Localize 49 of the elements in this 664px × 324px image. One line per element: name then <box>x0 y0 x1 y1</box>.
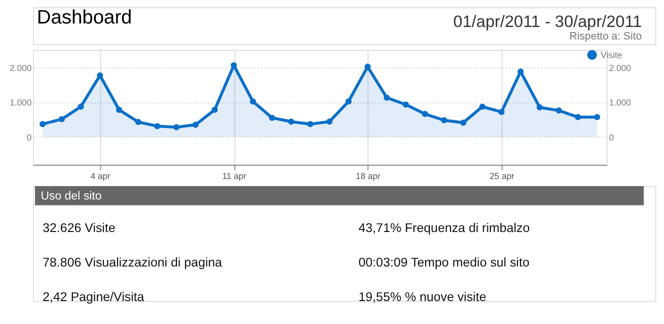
point <box>268 114 276 121</box>
point <box>58 116 65 122</box>
point <box>556 107 562 114</box>
point <box>78 104 84 110</box>
x-tick-label: 11 apr <box>222 170 246 181</box>
point <box>460 120 466 126</box>
point <box>402 102 409 108</box>
text: 19,55% % nuove visite <box>358 290 486 304</box>
point <box>345 98 352 105</box>
point <box>422 110 428 118</box>
text: Rispetto a: Sito <box>569 30 642 43</box>
point <box>173 124 180 130</box>
point <box>212 106 218 113</box>
point <box>479 104 486 110</box>
point <box>498 108 505 115</box>
text: 32.626 Visite <box>42 221 116 236</box>
point <box>307 120 314 128</box>
point <box>288 118 294 125</box>
point <box>384 94 390 101</box>
y-tick-label: 1.000 <box>10 98 32 108</box>
point <box>135 118 142 126</box>
y2-tick-label: 0 <box>609 132 614 142</box>
y2-tick-label: 1.000 <box>609 98 632 108</box>
text: 00:03:09 Tempo medio sul sito <box>358 255 530 270</box>
point <box>364 64 371 70</box>
x-tick-label: 18 apr <box>356 170 381 181</box>
chart-subtitle: 01/apr/2011 - 30/apr/2011 <box>453 12 642 31</box>
point <box>154 123 160 130</box>
x-tick-label: 25 apr <box>490 170 514 181</box>
point <box>326 118 332 125</box>
legend-label: Visite <box>600 50 622 60</box>
text: 43,71% Frequenza di rimbalzo <box>358 221 530 236</box>
text: 78.806 Visualizzazioni di pagina <box>42 255 224 270</box>
point <box>536 104 543 110</box>
text: Uso del sito <box>40 190 102 203</box>
point <box>574 114 582 120</box>
point <box>594 114 600 120</box>
y-tick-label: 0 <box>26 132 32 142</box>
x-tick-label: 4 apr <box>90 170 110 181</box>
chart-title: Dashboard <box>36 6 132 29</box>
point <box>116 106 122 113</box>
point <box>192 122 199 128</box>
point <box>96 72 104 78</box>
point <box>40 120 46 128</box>
y2-tick-label: 2.000 <box>609 62 632 73</box>
text: 2,42 Pagine/Visita <box>42 290 146 304</box>
y-tick-label: 2.000 <box>10 62 32 73</box>
point <box>250 98 256 105</box>
point <box>441 117 448 124</box>
